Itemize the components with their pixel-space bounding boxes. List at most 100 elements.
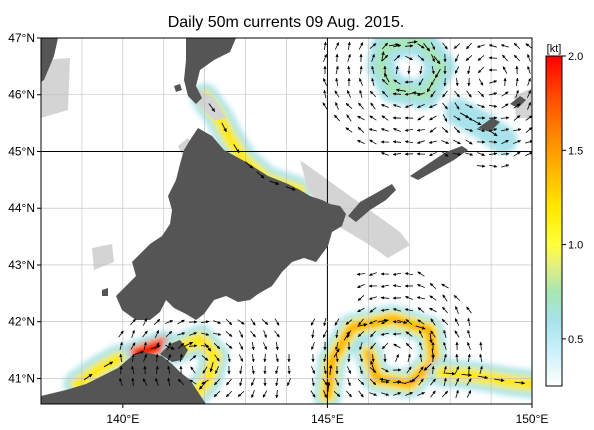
current-arrow bbox=[393, 79, 401, 85]
current-arrow bbox=[382, 42, 388, 50]
current-arrow bbox=[380, 284, 389, 288]
current-arrow bbox=[371, 353, 375, 363]
current-arrow bbox=[357, 115, 365, 121]
current-arrow bbox=[405, 319, 413, 325]
current-arrow bbox=[465, 55, 473, 61]
colorbar: [kt] 2.0 1.5 1.0 0.5 bbox=[545, 43, 583, 387]
current-arrow bbox=[130, 318, 136, 326]
current-arrow bbox=[515, 77, 519, 87]
current-arrow bbox=[454, 330, 460, 338]
current-arrow bbox=[262, 342, 268, 350]
current-arrow bbox=[131, 365, 135, 374]
current-arrow bbox=[467, 353, 471, 363]
current-arrow bbox=[183, 341, 194, 347]
current-arrow bbox=[488, 152, 498, 156]
current-arrow bbox=[479, 365, 483, 374]
current-arrow bbox=[326, 381, 331, 392]
current-arrow bbox=[190, 366, 196, 374]
current-arrow bbox=[155, 377, 159, 386]
current-arrow bbox=[323, 41, 327, 51]
current-arrow bbox=[323, 390, 327, 398]
lon-tick-label: 150°E bbox=[516, 412, 549, 426]
current-arrow bbox=[405, 331, 413, 337]
current-arrow bbox=[466, 378, 472, 386]
current-arrow bbox=[221, 122, 227, 133]
hokkaido-land bbox=[116, 128, 346, 320]
current-arrow bbox=[359, 78, 363, 86]
current-arrow bbox=[134, 350, 145, 355]
current-arrow bbox=[357, 283, 365, 289]
colorbar-ticks: 2.0 1.5 1.0 0.5 bbox=[562, 51, 583, 346]
current-arrow bbox=[214, 378, 220, 386]
current-arrow bbox=[359, 354, 363, 363]
current-arrow bbox=[335, 353, 339, 363]
current-arrow bbox=[357, 331, 365, 337]
current-arrow bbox=[417, 392, 425, 396]
current-arrow bbox=[502, 54, 508, 62]
colorbar-unit-label: [kt] bbox=[547, 43, 562, 55]
current-arrow bbox=[472, 119, 482, 126]
current-arrow bbox=[525, 43, 532, 49]
current-arrow bbox=[323, 89, 327, 99]
current-arrow bbox=[155, 330, 159, 338]
current-arrow bbox=[430, 390, 436, 398]
current-arrow bbox=[501, 164, 510, 168]
current-arrow bbox=[333, 391, 341, 397]
current-arrow bbox=[380, 128, 389, 132]
current-arrow bbox=[213, 390, 221, 398]
current-arrow bbox=[275, 366, 279, 375]
current-arrow bbox=[404, 44, 414, 48]
current-arrow bbox=[453, 139, 461, 145]
current-arrow bbox=[489, 80, 498, 84]
current-arrow bbox=[381, 392, 390, 396]
current-arrow bbox=[322, 330, 328, 338]
current-arrow bbox=[165, 344, 175, 350]
current-arrow bbox=[371, 65, 375, 74]
current-arrow bbox=[334, 378, 340, 386]
current-arrow bbox=[201, 379, 209, 385]
lat-tick-label: 47°N bbox=[8, 31, 35, 45]
current-arrow bbox=[527, 53, 531, 62]
current-arrow bbox=[261, 319, 269, 325]
current-arrow bbox=[347, 353, 351, 363]
current-arrow bbox=[227, 353, 231, 363]
current-arrow bbox=[513, 54, 521, 62]
current-arrow bbox=[467, 66, 471, 75]
current-arrow bbox=[177, 332, 186, 336]
current-arrow bbox=[356, 272, 366, 276]
current-arrow bbox=[405, 342, 413, 350]
current-arrow bbox=[358, 102, 364, 110]
current-arrow bbox=[477, 375, 489, 380]
current-arrow bbox=[418, 366, 424, 374]
current-arrow bbox=[405, 392, 413, 396]
current-arrow bbox=[189, 379, 197, 385]
current-arrow bbox=[179, 353, 183, 363]
current-arrow bbox=[359, 342, 363, 351]
current-arrow bbox=[380, 308, 390, 312]
current-arrow bbox=[119, 377, 123, 386]
current-arrow bbox=[371, 77, 375, 86]
current-arrow bbox=[238, 354, 244, 362]
current-arrow bbox=[392, 140, 402, 144]
current-arrow bbox=[209, 362, 214, 373]
current-arrow bbox=[381, 115, 389, 121]
current-arrow bbox=[335, 65, 339, 74]
current-arrow bbox=[202, 366, 208, 374]
current-arrow bbox=[416, 128, 426, 132]
sakhalin-land bbox=[184, 38, 236, 104]
current-arrow bbox=[443, 365, 447, 374]
lat-tick-label: 44°N bbox=[8, 201, 35, 215]
current-arrow bbox=[465, 139, 473, 145]
current-arrow bbox=[442, 42, 448, 50]
current-arrow bbox=[347, 378, 351, 387]
current-arrow bbox=[453, 43, 461, 49]
current-arrow bbox=[335, 342, 339, 351]
current-arrow bbox=[346, 366, 352, 374]
current-arrow bbox=[251, 378, 255, 386]
current-arrow bbox=[478, 78, 484, 86]
continent-land bbox=[41, 38, 58, 82]
current-arrow bbox=[455, 353, 459, 363]
current-arrow bbox=[357, 307, 365, 313]
current-arrow bbox=[369, 367, 377, 373]
